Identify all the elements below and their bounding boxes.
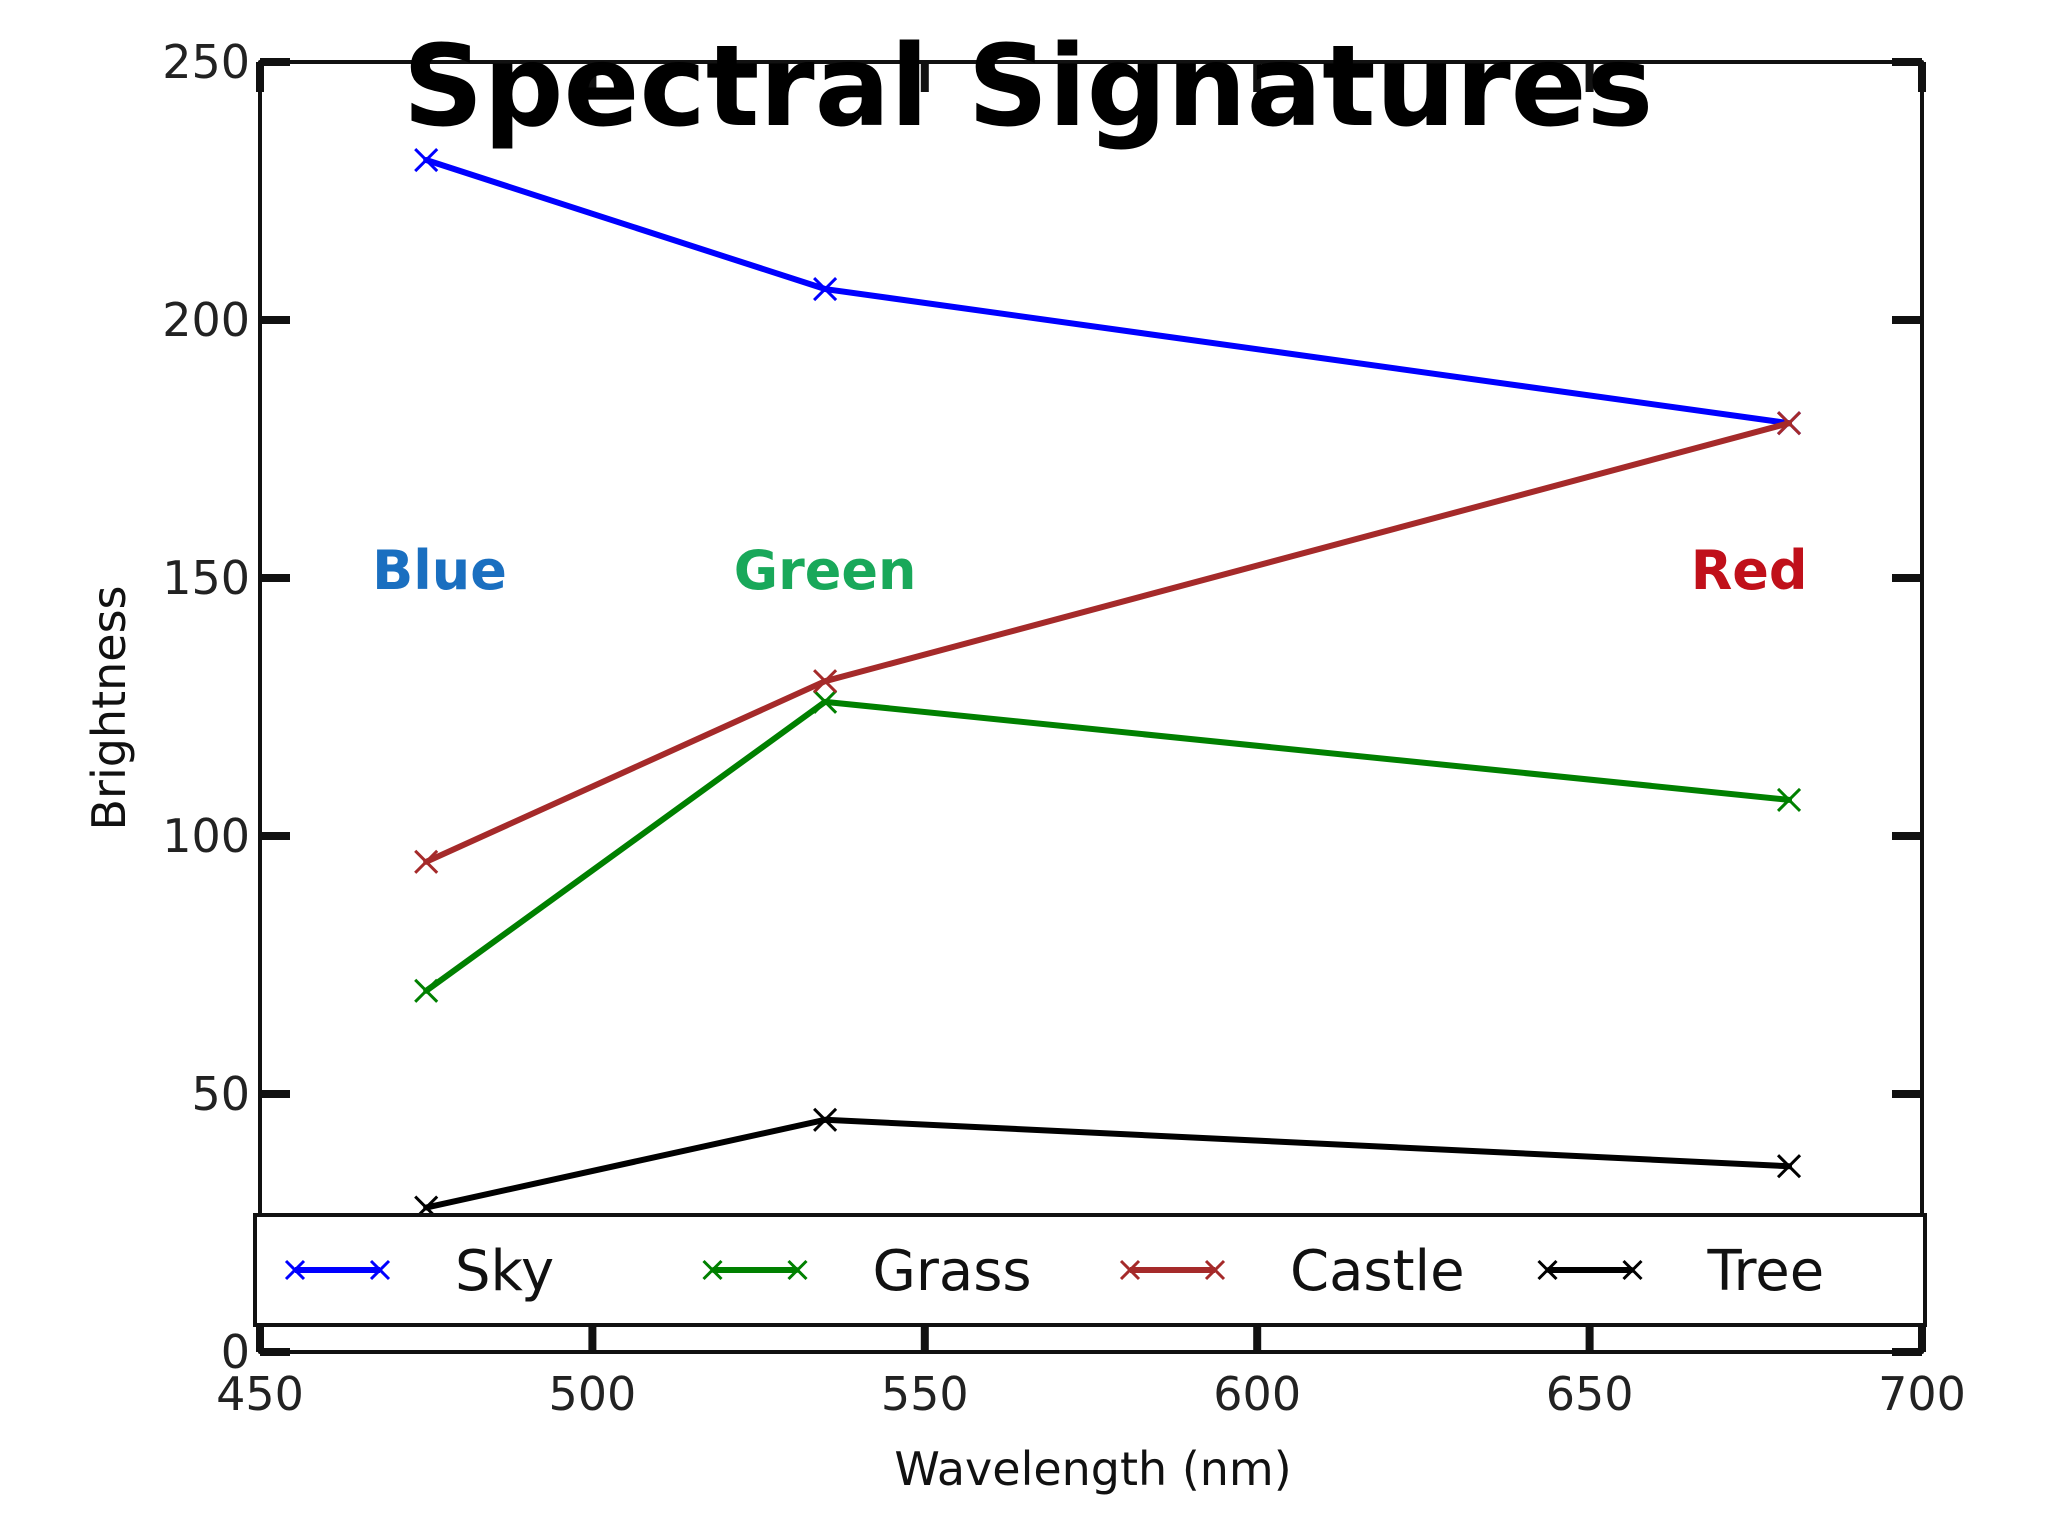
point-marker-stroke xyxy=(813,669,838,694)
band-annotations: Blue Green Red xyxy=(372,539,1807,602)
y-axis-label: Brightness xyxy=(82,585,136,830)
legend-label-grass: Grass xyxy=(873,1239,1032,1304)
legend-marker-stroke xyxy=(787,1259,808,1281)
y-tick-label: 100 xyxy=(162,809,250,863)
legend-item-sky: Sky xyxy=(284,1239,554,1304)
x-axis-label: Wavelength (nm) xyxy=(894,1442,1291,1496)
data-point-castle xyxy=(1776,411,1802,436)
x-tick-label: 550 xyxy=(881,1367,969,1421)
point-marker-stroke xyxy=(1776,787,1802,812)
data-point-castle xyxy=(414,849,439,874)
legend-item-castle: Castle xyxy=(1119,1239,1465,1304)
series-lines xyxy=(414,147,1802,1220)
data-point-sky xyxy=(414,147,439,173)
data-point-grass xyxy=(813,689,838,714)
x-tick-label: 500 xyxy=(548,1367,636,1421)
x-tick-label: 450 xyxy=(216,1367,304,1421)
legend: Sky Grass Castle Tree xyxy=(253,1213,1927,1327)
point-marker-stroke xyxy=(414,147,439,173)
axes: 0 50 100 150 200 250 450 500 550 600 650 700 xyxy=(162,35,1966,1421)
legend-item-grass: Grass xyxy=(702,1239,1032,1304)
point-marker-stroke xyxy=(414,849,439,874)
legend-marker-stroke xyxy=(1537,1259,1558,1281)
plot-frame xyxy=(258,60,1924,1354)
x-tick-label: 650 xyxy=(1546,1367,1634,1421)
data-point-tree xyxy=(813,1107,838,1132)
y-tick-label: 0 xyxy=(221,1325,250,1379)
legend-label-sky: Sky xyxy=(455,1239,554,1304)
legend-marker-stroke xyxy=(284,1259,306,1281)
point-marker-stroke xyxy=(813,276,838,302)
point-marker-stroke xyxy=(1776,411,1802,436)
legend-marker-stroke xyxy=(1622,1259,1643,1281)
data-point-tree xyxy=(1776,1154,1802,1179)
legend-marker-stroke xyxy=(702,1259,723,1281)
annotation-blue: Blue xyxy=(372,539,507,602)
legend-marker-stroke xyxy=(369,1259,391,1281)
y-tick-label: 50 xyxy=(191,1067,250,1121)
data-point-grass xyxy=(414,978,439,1003)
annotation-red: Red xyxy=(1691,539,1808,602)
x-tick-label: 700 xyxy=(1878,1367,1966,1421)
y-tick-label: 200 xyxy=(162,293,250,347)
point-marker-stroke xyxy=(414,978,439,1003)
x-tick-label: 600 xyxy=(1213,1367,1301,1421)
chart-title: Spectral Signatures xyxy=(403,22,1654,152)
point-marker-stroke xyxy=(813,1107,838,1132)
point-marker-stroke xyxy=(813,689,838,714)
legend-marker-stroke xyxy=(1119,1259,1141,1281)
y-tick-label: 250 xyxy=(162,35,250,89)
legend-label-tree: Tree xyxy=(1707,1239,1825,1304)
legend-label-castle: Castle xyxy=(1290,1239,1465,1304)
data-point-sky xyxy=(813,276,838,302)
data-point-castle xyxy=(813,669,838,694)
legend-item-tree: Tree xyxy=(1537,1239,1825,1304)
annotation-green: Green xyxy=(734,539,917,602)
data-point-grass xyxy=(1776,787,1802,812)
legend-box xyxy=(253,1213,1927,1327)
point-marker-stroke xyxy=(1776,1154,1802,1179)
y-tick-label: 150 xyxy=(162,551,250,605)
legend-marker-stroke xyxy=(1204,1259,1226,1281)
